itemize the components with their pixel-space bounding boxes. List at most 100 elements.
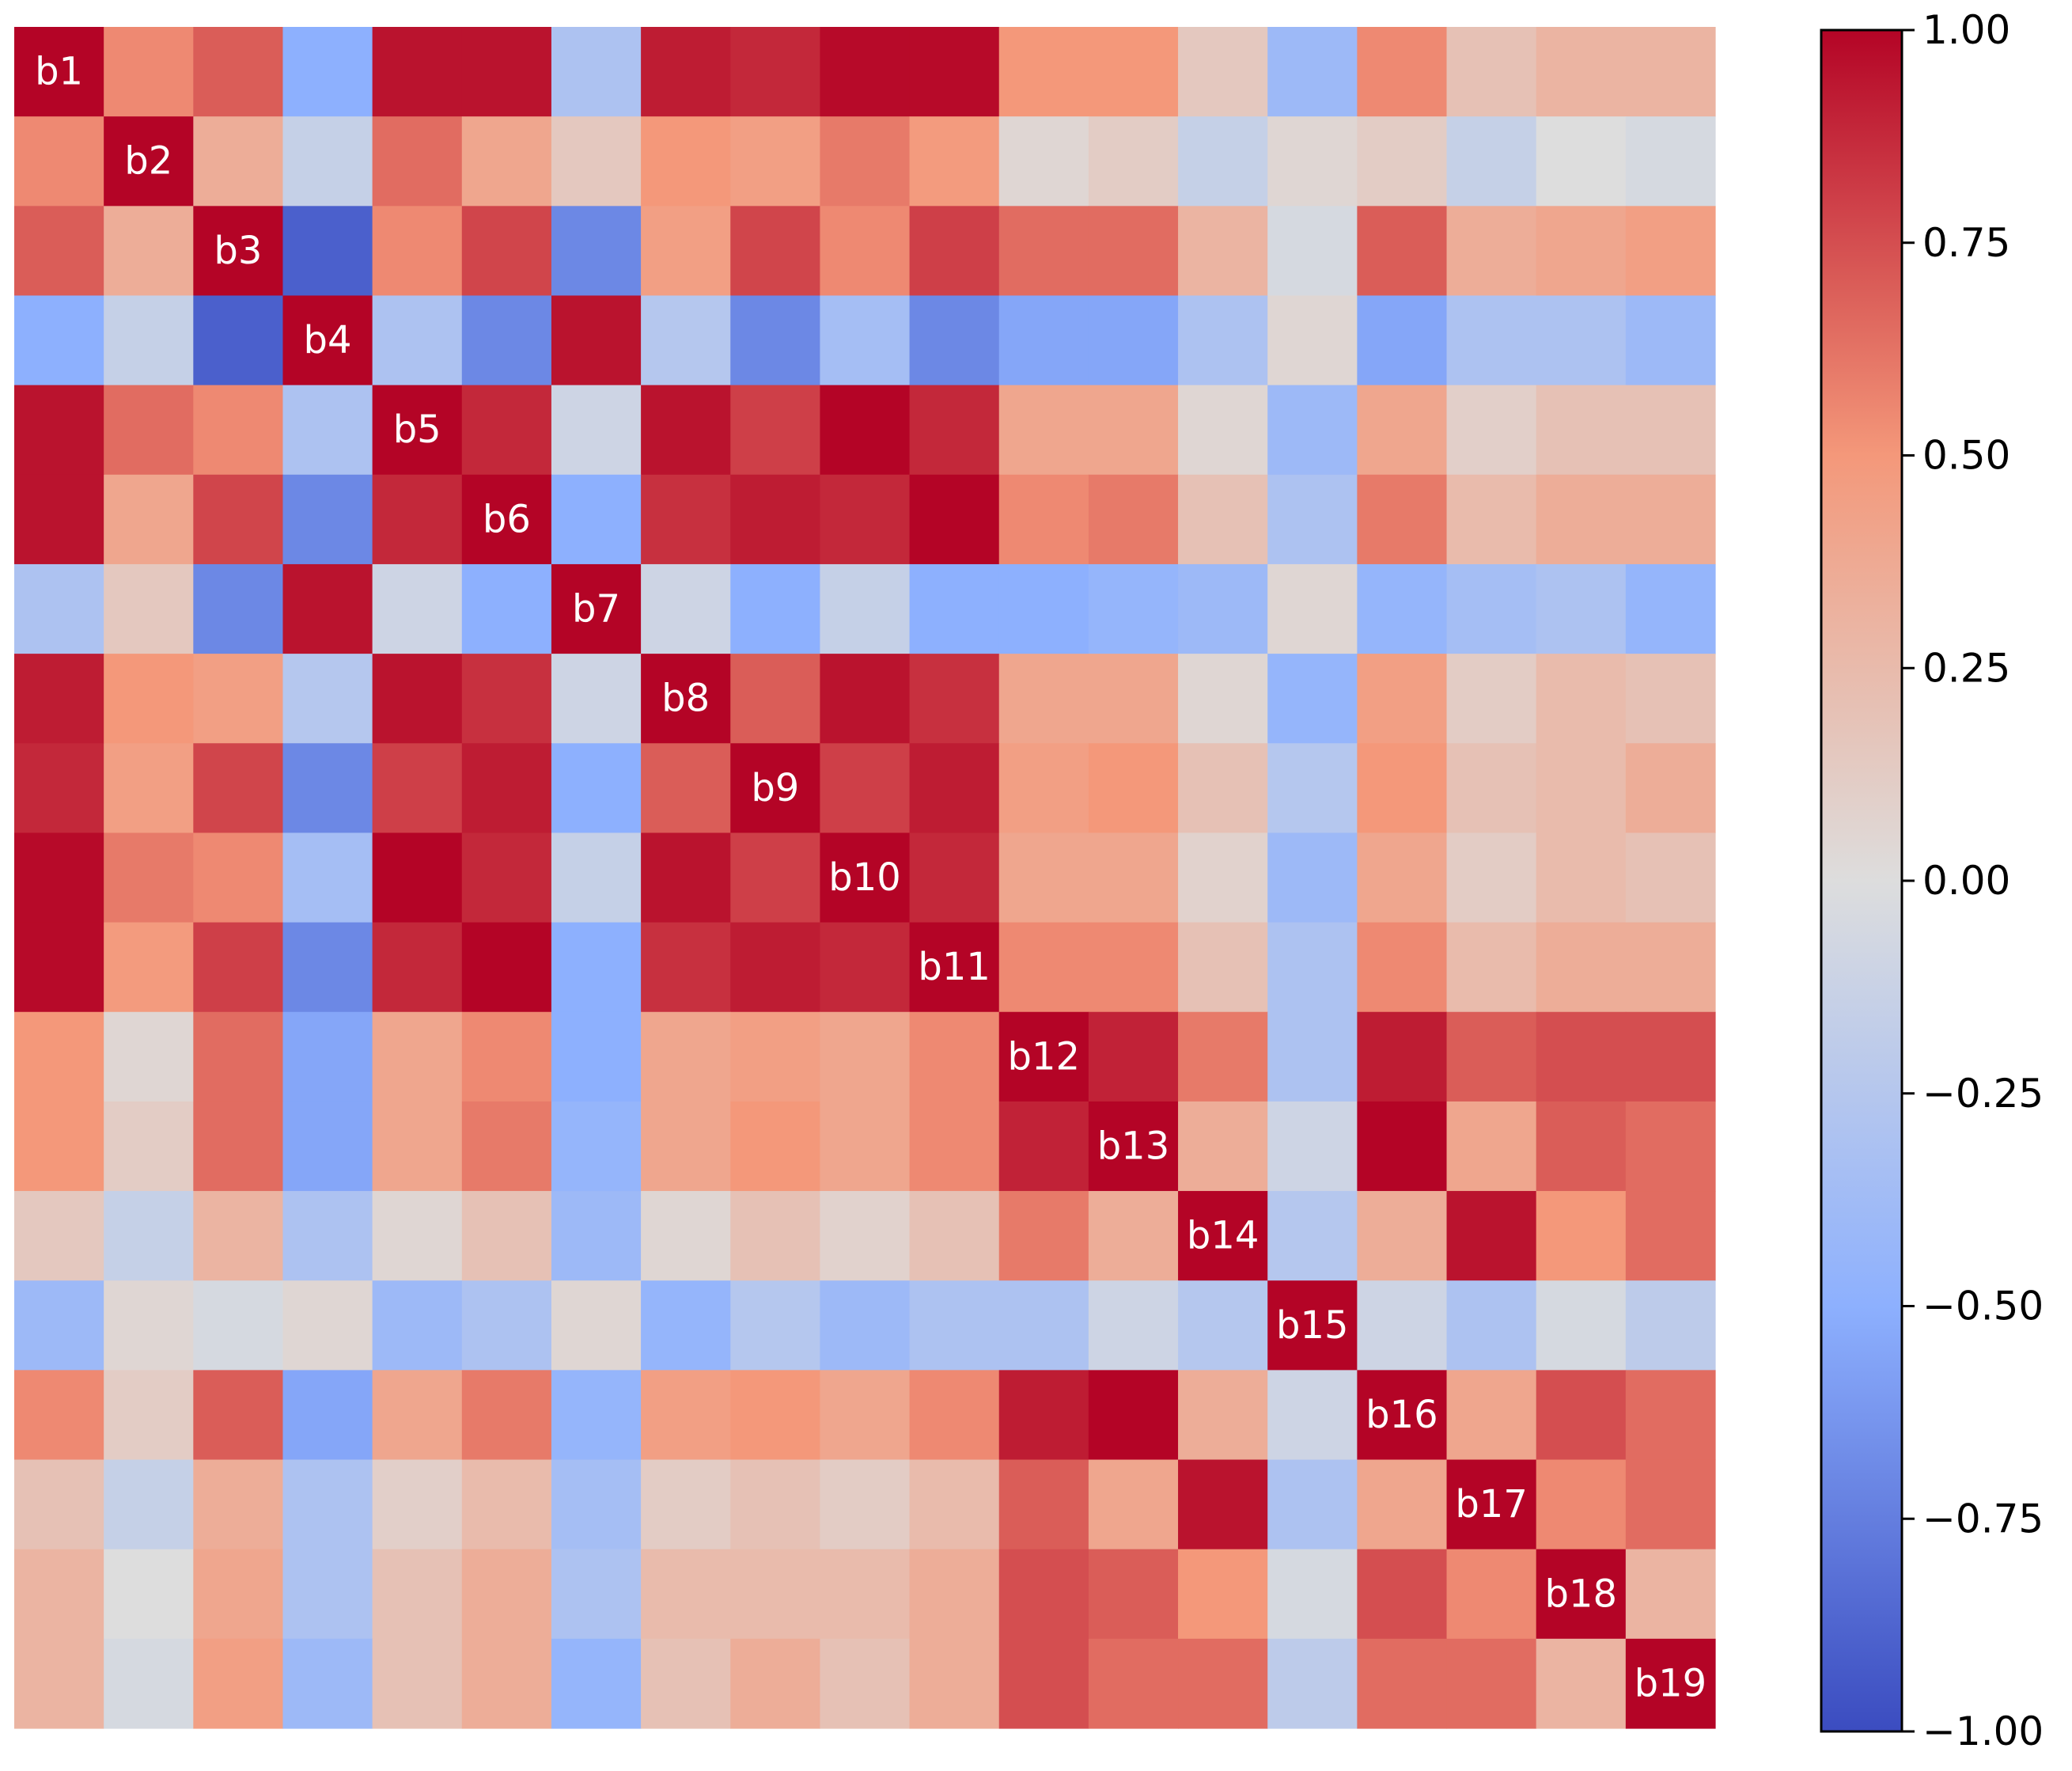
cell-b17-b2: [104, 1459, 194, 1550]
diag-label-b8: b8: [661, 677, 710, 721]
cell-b5-b13: [1088, 385, 1179, 476]
cell-b5-b3: [193, 385, 284, 476]
cell-b1-b15: [1267, 27, 1358, 117]
cell-b17-b15: [1267, 1459, 1358, 1550]
colorbar-tick-label: −0.50: [1922, 1284, 2044, 1329]
diag-label-b7: b7: [572, 587, 620, 631]
cell-b10-b13: [1088, 832, 1179, 923]
cell-b6-b5: [372, 474, 463, 565]
cell-b3-b6: [461, 206, 552, 297]
cell-b4-b17: [1446, 295, 1537, 386]
cell-b8-b8: [641, 654, 731, 744]
cell-b1-b13: [1088, 27, 1179, 117]
cell-b4-b1: [14, 295, 104, 386]
cell-b6-b16: [1357, 474, 1448, 565]
cell-b8-b1: [14, 654, 104, 744]
cell-b6-b9: [730, 474, 821, 565]
cell-b2-b13: [1088, 116, 1179, 207]
cell-b5-b11: [909, 385, 1000, 476]
cell-b8-b4: [282, 654, 373, 744]
cell-b3-b17: [1446, 206, 1537, 297]
colorbar-ticks: 1.00 0.75 0.50 0.25 0.00 −0.25 −0.50 −0.75 −1.00: [1902, 7, 2044, 1754]
cell-b2-b15: [1267, 116, 1358, 207]
cell-b2-b16: [1357, 116, 1448, 207]
cell-b14-b5: [372, 1191, 463, 1281]
cell-b3-b11: [909, 206, 1000, 297]
cell-b15-b6: [461, 1280, 552, 1371]
cell-b15-b7: [551, 1280, 642, 1371]
cell-b9-b17: [1446, 743, 1537, 834]
cell-b6-b7: [551, 474, 642, 565]
cell-b9-b7: [551, 743, 642, 834]
cell-b7-b13: [1088, 563, 1179, 654]
cell-b5-b1: [14, 385, 104, 476]
cell-b2-b5: [372, 116, 463, 207]
cell-b17-b7: [551, 1459, 642, 1550]
colorbar: 1.00 0.75 0.50 0.25 0.00 −0.25 −0.50 −0.75 −1.00: [1820, 7, 2044, 1754]
cell-b19-b18: [1536, 1638, 1627, 1729]
cell-b8-b5: [372, 654, 463, 744]
cell-b16-b13: [1088, 1370, 1179, 1461]
cell-b9-b8: [641, 743, 731, 834]
cell-b13-b13: [1088, 1101, 1179, 1192]
cell-b7-b16: [1357, 563, 1448, 654]
cell-b5-b17: [1446, 385, 1537, 476]
cell-b19-b7: [551, 1638, 642, 1729]
cell-b11-b19: [1625, 922, 1716, 1013]
diag-label-b3: b3: [214, 229, 262, 273]
cell-b3-b2: [104, 206, 194, 297]
cell-b13-b3: [193, 1101, 284, 1192]
cell-b12-b5: [372, 1011, 463, 1102]
cell-b7-b11: [909, 563, 1000, 654]
cell-b16-b19: [1625, 1370, 1716, 1461]
cell-b18-b12: [998, 1549, 1089, 1640]
colorbar-tick-label: 0.50: [1922, 433, 2010, 479]
cell-b16-b2: [104, 1370, 194, 1461]
cell-b15-b5: [372, 1280, 463, 1371]
cell-b13-b14: [1178, 1101, 1268, 1192]
cell-b15-b1: [14, 1280, 104, 1371]
cell-b4-b16: [1357, 295, 1448, 386]
cell-b6-b15: [1267, 474, 1358, 565]
cell-b10-b3: [193, 832, 284, 923]
cell-b7-b1: [14, 563, 104, 654]
cell-b8-b16: [1357, 654, 1448, 744]
diag-label-b5: b5: [393, 408, 441, 452]
diag-label-b15: b15: [1276, 1303, 1349, 1348]
cell-b7-b19: [1625, 563, 1716, 654]
cell-b16-b8: [641, 1370, 731, 1461]
cell-b14-b8: [641, 1191, 731, 1281]
cell-b1-b14: [1178, 27, 1268, 117]
cell-b9-b2: [104, 743, 194, 834]
cell-b5-b7: [551, 385, 642, 476]
cell-b14-b4: [282, 1191, 373, 1281]
cell-b6-b1: [14, 474, 104, 565]
cell-b6-b19: [1625, 474, 1716, 565]
cell-b6-b12: [998, 474, 1089, 565]
cell-b7-b12: [998, 563, 1089, 654]
cell-b8-b11: [909, 654, 1000, 744]
cell-b4-b5: [372, 295, 463, 386]
cell-b17-b18: [1536, 1459, 1627, 1550]
cell-b15-b11: [909, 1280, 1000, 1371]
cell-b1-b9: [730, 27, 821, 117]
diag-label-b19: b19: [1634, 1661, 1707, 1705]
cell-b10-b10: [820, 832, 911, 923]
cell-b14-b6: [461, 1191, 552, 1281]
cell-b8-b2: [104, 654, 194, 744]
cell-b16-b4: [282, 1370, 373, 1461]
cell-b19-b9: [730, 1638, 821, 1729]
cell-b7-b6: [461, 563, 552, 654]
cell-b10-b18: [1536, 832, 1627, 923]
cell-b18-b18: [1536, 1549, 1627, 1640]
cell-b13-b11: [909, 1101, 1000, 1192]
cell-b15-b15: [1267, 1280, 1358, 1371]
cell-b6-b13: [1088, 474, 1179, 565]
cell-b7-b14: [1178, 563, 1268, 654]
cell-b8-b3: [193, 654, 284, 744]
cell-b8-b9: [730, 654, 821, 744]
colorbar-tick-label: −0.25: [1922, 1071, 2044, 1117]
cell-b4-b2: [104, 295, 194, 386]
cell-b2-b17: [1446, 116, 1537, 207]
cell-b15-b2: [104, 1280, 194, 1371]
